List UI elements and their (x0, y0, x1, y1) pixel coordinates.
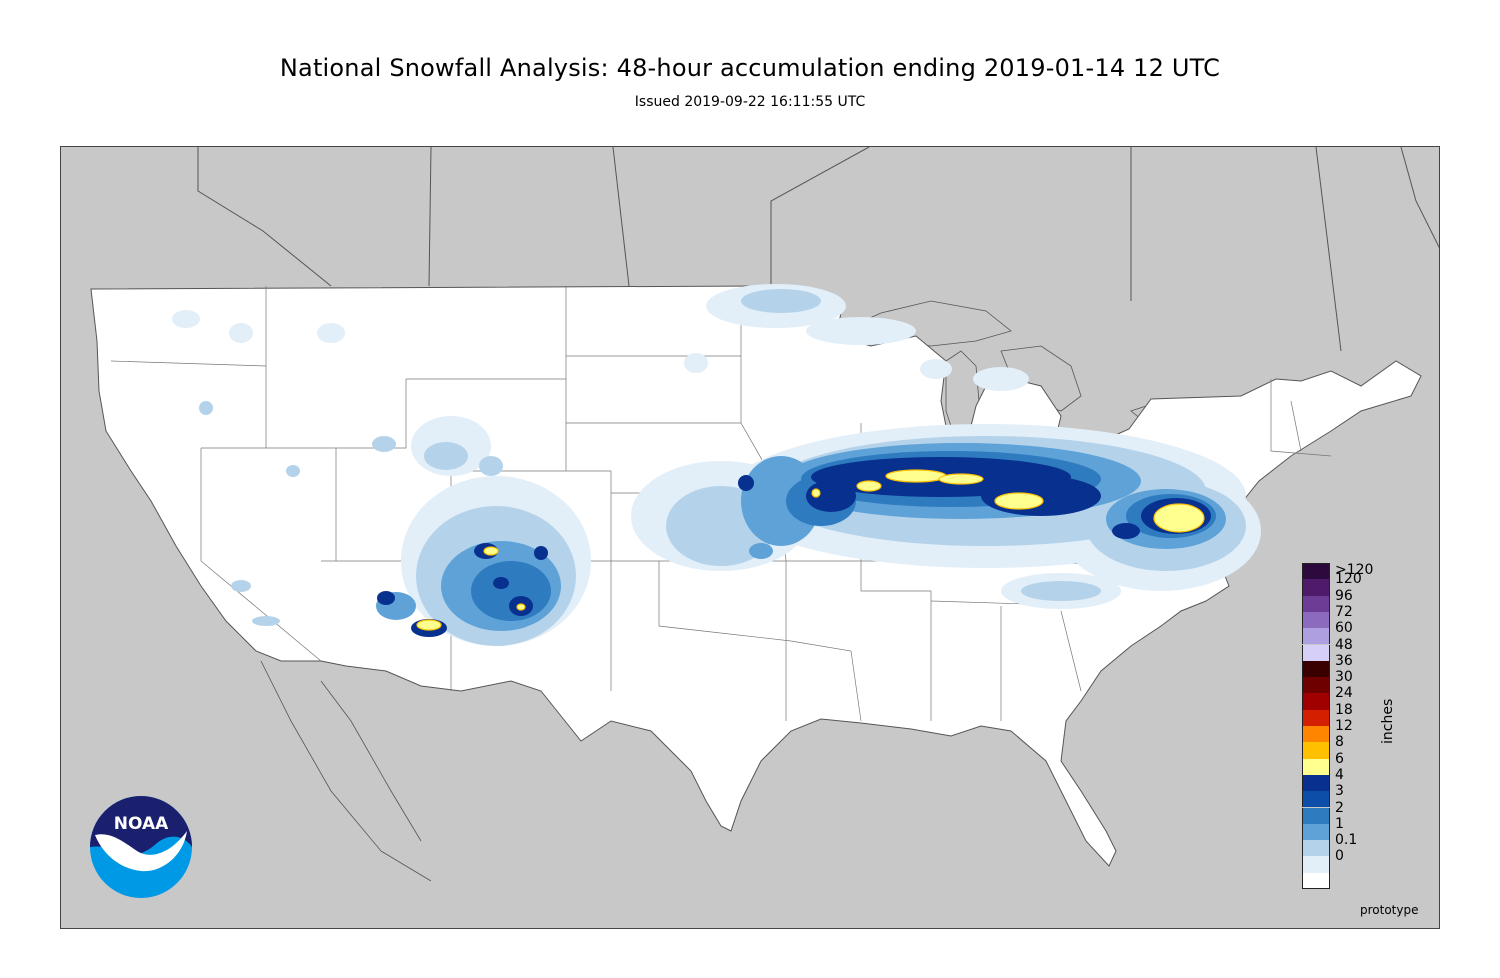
legend-label: >120 (1335, 562, 1374, 578)
legend-swatch (1302, 807, 1330, 824)
map-title: National Snowfall Analysis: 48-hour accu… (279, 54, 1221, 82)
legend-label: 120 (1335, 571, 1362, 588)
legend-swatch (1302, 709, 1330, 726)
legend-swatch (1302, 579, 1330, 596)
legend-swatch (1302, 693, 1330, 710)
noaa-logo: NOAA (90, 796, 192, 898)
legend-swatch (1302, 742, 1330, 759)
legend-swatch (1302, 644, 1330, 661)
legend-label: 6 (1335, 750, 1344, 767)
legend-swatch (1302, 628, 1330, 645)
legend-label: 30 (1335, 669, 1353, 686)
legend-swatch (1302, 660, 1330, 678)
legend-label: 24 (1335, 685, 1353, 702)
legend-swatch (1302, 595, 1330, 612)
legend-label: 18 (1335, 701, 1353, 718)
legend-label: 3 (1335, 783, 1344, 800)
prototype-note: prototype (1360, 903, 1419, 917)
snowfall-map (61, 147, 1439, 928)
legend-label: 2 (1335, 799, 1344, 816)
legend-swatch (1302, 791, 1330, 808)
legend-label: 8 (1335, 734, 1344, 751)
gulf-water (721, 716, 1111, 928)
foreign-boundaries (197, 147, 1439, 352)
legend-label: 4 (1335, 766, 1344, 783)
legend-swatch (1302, 840, 1330, 857)
legend-units: inches (1380, 698, 1396, 744)
legend-swatch (1302, 823, 1330, 841)
legend-swatch (1302, 774, 1330, 792)
legend-label: 1 (1335, 815, 1344, 832)
legend-label: 96 (1335, 587, 1353, 604)
legend-swatch (1302, 726, 1330, 743)
legend-label: 60 (1335, 620, 1353, 637)
legend-label: 72 (1335, 603, 1353, 620)
legend-label: 36 (1335, 652, 1353, 669)
noaa-logo-text: NOAA (114, 814, 169, 834)
legend-label: 0.1 (1335, 832, 1358, 849)
legend-swatch (1302, 758, 1330, 775)
mexico-coast (260, 660, 432, 882)
legend-label: 0 (1335, 848, 1344, 865)
legend-swatch (1302, 872, 1330, 889)
issued-timestamp: Issued 2019-09-22 16:11:55 UTC (634, 94, 866, 110)
legend-label: 48 (1335, 636, 1353, 653)
legend-swatch (1302, 611, 1330, 629)
legend-swatch (1302, 856, 1330, 873)
snow-8 (416, 469, 1205, 631)
legend-swatch (1302, 677, 1330, 694)
map-frame (60, 146, 1440, 929)
legend-label: 12 (1335, 718, 1353, 734)
legend-swatch (1302, 563, 1330, 580)
